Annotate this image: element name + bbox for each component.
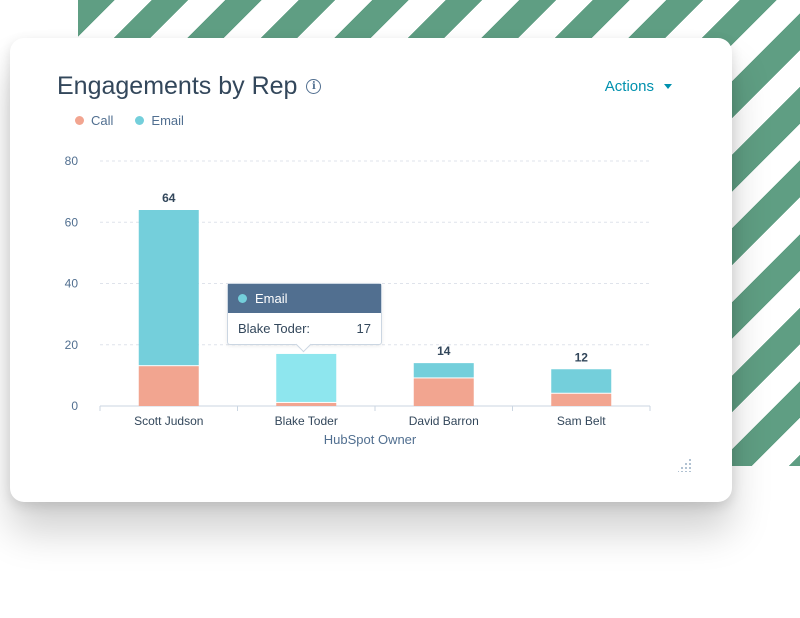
report-title-text: Engagements by Rep [57,72,298,100]
stacked-bar-chart: 0 20 40 60 80 64 Scott Judson Blake Toder 14 Davi… [65,154,651,447]
x-axis-title: HubSpot Owner [324,432,417,447]
bar-email-segment [138,210,199,366]
x-category-label: Scott Judson [134,414,203,428]
legend-label-call: Call [91,113,114,128]
legend-label-email: Email [151,113,184,128]
bar-call-segment [413,378,474,406]
x-category-label: David Barron [409,414,479,428]
chart-legend: Call Email [75,113,184,128]
bar-email-segment [551,369,612,393]
info-icon[interactable]: i [306,79,322,94]
bar-total-label: 12 [575,350,589,364]
tooltip-body: Blake Toder: 17 [228,313,381,344]
actions-label: Actions [604,78,654,95]
report-card: Engagements by Rep i Actions Call Email … [10,38,732,502]
caret-down-icon [664,84,672,89]
x-category-label: Sam Belt [557,414,606,428]
chart-tooltip: Email Blake Toder: 17 [227,283,382,345]
tooltip-label: Blake Toder: [238,321,311,336]
x-category-label: Blake Toder [275,414,338,428]
y-tick-label: 0 [71,399,78,413]
tooltip-header: Email [228,284,381,313]
report-title: Engagements by Rep i [57,72,322,101]
bar-total-label: 64 [162,191,176,205]
tooltip-series-name: Email [255,291,288,306]
actions-dropdown[interactable]: Actions [605,78,672,95]
y-tick-label: 60 [65,215,79,229]
tooltip-series-dot [238,294,247,303]
y-tick-label: 20 [65,338,79,352]
bar-email-segment [413,363,474,378]
bar-call-segment [138,366,199,406]
resize-handle-icon[interactable] [678,458,692,472]
tooltip-value: 17 [356,321,371,336]
legend-dot-email [135,116,145,125]
bar-total-label: 14 [437,344,451,358]
y-tick-label: 40 [65,277,79,291]
y-tick-label: 80 [65,154,79,168]
bar-call-segment [276,402,337,406]
bar-call-segment [551,393,612,406]
bar-email-segment [276,353,337,402]
legend-item-call[interactable]: Call [75,113,113,128]
legend-item-email[interactable]: Email [135,113,184,128]
legend-dot-call [75,116,84,125]
